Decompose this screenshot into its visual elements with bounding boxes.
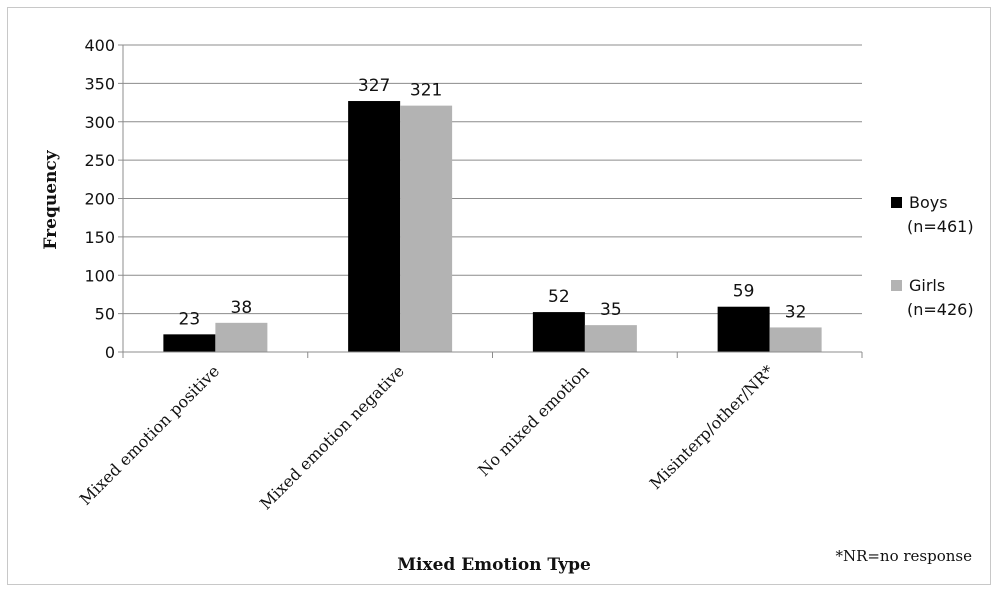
category-labels: Mixed emotion positive Mixed emotion nega… [76,361,778,513]
bars [163,101,822,352]
legend: Boys (n=461) Girls (n=426) [891,193,974,319]
data-label-girls-3: 35 [600,300,622,320]
bar-boys-2 [348,101,401,352]
data-label-boys-2: 327 [358,76,390,96]
data-labels: 23 38 327 321 52 35 59 32 [179,76,807,329]
y-tick-label: 400 [84,36,115,55]
y-tick-label: 150 [84,228,115,247]
data-label-boys-4: 59 [733,282,755,302]
y-tick-label: 100 [84,266,115,285]
y-axis-title: Frequency [41,149,61,249]
data-label-girls-2: 321 [410,81,442,101]
legend-sublabel-girls: (n=426) [907,300,974,319]
legend-swatch-girls [891,280,902,291]
gridlines [123,44,862,315]
legend-swatch-boys [891,197,902,208]
data-label-girls-1: 38 [231,298,253,318]
bar-boys-1 [163,334,216,352]
y-tick-label: 250 [84,151,115,170]
bar-girls-1 [215,322,268,352]
legend-sublabel-boys: (n=461) [907,217,974,236]
data-label-girls-4: 32 [785,302,807,322]
footnote: *NR=no response [835,547,972,565]
y-tick-label: 50 [95,305,115,324]
x-category-label: Misinterp/other/NR* [646,361,778,493]
y-tick-label: 200 [84,190,115,209]
legend-label-girls: Girls [909,276,945,295]
data-label-boys-3: 52 [548,287,570,307]
x-category-label: Mixed emotion positive [76,361,223,508]
chart-frame [7,7,991,585]
data-label-boys-1: 23 [179,309,201,329]
x-category-label: Mixed emotion negative [256,361,408,513]
y-tick-label: 0 [105,343,115,362]
x-category-label: No mixed emotion [474,361,593,480]
bar-girls-3 [584,325,637,352]
axes: 0 50 100 150 200 250 300 350 400 [84,36,863,362]
x-axis-title: Mixed Emotion Type [397,555,591,575]
legend-label-boys: Boys [909,193,948,212]
bar-boys-4 [717,306,770,352]
y-tick-label: 350 [84,74,115,93]
y-tick-label: 300 [84,113,115,132]
bar-girls-4 [769,327,822,352]
bar-boys-3 [532,312,585,352]
bar-girls-2 [400,105,453,352]
